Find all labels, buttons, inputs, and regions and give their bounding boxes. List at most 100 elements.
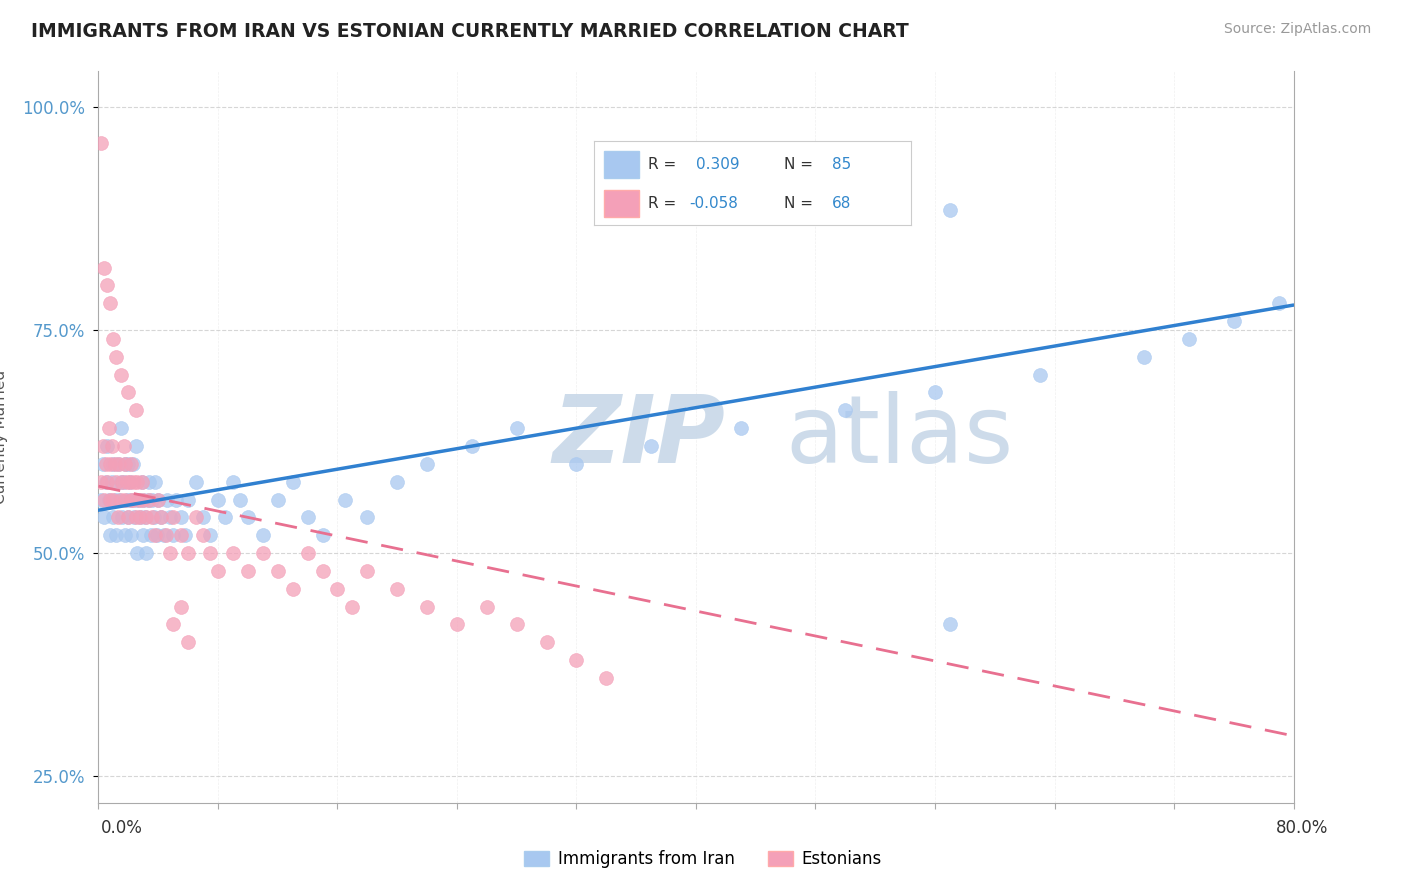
Point	[150, 510, 173, 524]
Point	[143, 528, 166, 542]
Point	[834, 403, 856, 417]
Point	[169, 599, 191, 614]
Point	[640, 439, 662, 453]
Text: atlas: atlas	[786, 391, 1014, 483]
Point	[177, 635, 200, 649]
Point	[97, 421, 120, 435]
Point	[108, 457, 131, 471]
Point	[125, 510, 148, 524]
Point	[98, 457, 122, 471]
Point	[128, 492, 150, 507]
Point	[1133, 350, 1156, 364]
Point	[446, 617, 468, 632]
Point	[98, 528, 122, 542]
Point	[114, 528, 136, 542]
Point	[117, 510, 139, 524]
Point	[114, 457, 136, 471]
Point	[141, 510, 163, 524]
Point	[114, 457, 136, 471]
Point	[229, 492, 252, 507]
Point	[565, 457, 588, 471]
Point	[191, 510, 214, 524]
Point	[162, 617, 184, 632]
Point	[118, 475, 141, 489]
Point	[169, 528, 191, 542]
Point	[236, 564, 259, 578]
Point	[129, 510, 152, 524]
Point	[96, 439, 118, 453]
Legend: Immigrants from Iran, Estonians: Immigrants from Iran, Estonians	[517, 844, 889, 875]
Point	[162, 528, 184, 542]
Point	[342, 599, 364, 614]
Point	[595, 671, 617, 685]
Point	[200, 546, 222, 560]
Point	[97, 492, 120, 507]
Text: Source: ZipAtlas.com: Source: ZipAtlas.com	[1223, 22, 1371, 37]
Point	[117, 385, 139, 400]
Point	[385, 582, 409, 596]
Point	[90, 492, 112, 507]
Point	[132, 492, 155, 507]
Point	[120, 528, 142, 542]
Point	[939, 202, 962, 217]
Text: ZIP: ZIP	[553, 391, 725, 483]
Point	[125, 492, 148, 507]
Point	[117, 510, 139, 524]
Point	[112, 475, 135, 489]
Point	[115, 475, 138, 489]
Point	[105, 528, 128, 542]
Point	[385, 475, 409, 489]
Point	[101, 439, 124, 453]
Text: 80.0%: 80.0%	[1277, 819, 1329, 837]
Point	[162, 510, 184, 524]
Point	[120, 457, 142, 471]
Point	[297, 546, 319, 560]
Point	[1223, 314, 1246, 328]
Point	[124, 510, 146, 524]
Point	[536, 635, 558, 649]
Point	[121, 457, 143, 471]
Point	[135, 510, 157, 524]
Point	[132, 814, 155, 828]
Point	[326, 582, 349, 596]
Point	[200, 528, 222, 542]
Point	[93, 260, 115, 275]
Point	[214, 510, 236, 524]
Point	[127, 475, 149, 489]
Point	[461, 439, 484, 453]
Point	[117, 457, 139, 471]
Point	[91, 439, 114, 453]
Point	[184, 510, 207, 524]
Point	[165, 492, 187, 507]
Point	[104, 457, 127, 471]
Point	[207, 492, 229, 507]
Point	[148, 492, 170, 507]
Point	[103, 492, 125, 507]
Point	[94, 475, 117, 489]
Point	[1178, 332, 1201, 346]
Point	[159, 546, 181, 560]
Point	[128, 492, 150, 507]
Point	[114, 492, 136, 507]
Point	[155, 528, 177, 542]
Point	[153, 528, 176, 542]
Point	[103, 457, 125, 471]
Point	[311, 564, 333, 578]
Point	[127, 546, 149, 560]
Point	[1267, 296, 1289, 310]
Text: IMMIGRANTS FROM IRAN VS ESTONIAN CURRENTLY MARRIED CORRELATION CHART: IMMIGRANTS FROM IRAN VS ESTONIAN CURRENT…	[31, 22, 908, 41]
Point	[120, 492, 142, 507]
Point	[138, 475, 160, 489]
Point	[111, 475, 134, 489]
Point	[105, 475, 128, 489]
Point	[148, 492, 170, 507]
Point	[143, 475, 166, 489]
Point	[125, 403, 148, 417]
Point	[141, 492, 163, 507]
Point	[132, 492, 155, 507]
Point	[356, 564, 378, 578]
Point	[134, 510, 156, 524]
Point	[105, 350, 128, 364]
Point	[506, 617, 529, 632]
Point	[281, 475, 304, 489]
